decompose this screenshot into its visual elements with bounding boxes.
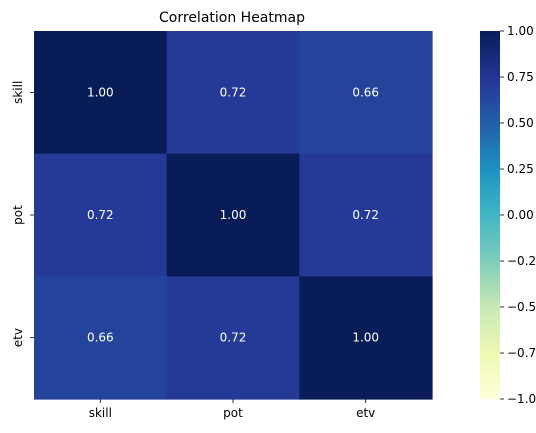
colorbar-axis: 1.00 0.75 0.50 0.25 0.00 −0.25 −0.50 −0.75 −1.00 [500,24,536,406]
colorbar-tick-label: −1.00 [507,392,536,406]
heatmap-cell-skill-skill [34,31,168,155]
cell-label-pot-skill: 0.72 [87,208,114,222]
y-axis: skill pot etv [11,81,34,347]
x-axis: skill pot etv [89,399,375,420]
heatmap-cell-pot-skill [34,153,168,277]
colorbar-tick-label: 1.00 [507,24,534,38]
x-tick-label-pot: pot [223,406,243,420]
heatmap-cell-etv-pot [166,276,300,400]
heatmap-cell-etv-etv [299,276,433,400]
y-tick-label-skill: skill [11,81,25,104]
cell-label-skill-etv: 0.66 [352,85,379,99]
colorbar-tick-label: −0.50 [507,300,536,314]
x-tick-label-skill: skill [89,406,112,420]
cell-label-pot-etv: 0.72 [352,208,379,222]
heatmap-cells: 1.00 0.72 0.66 0.72 1.00 0.72 0.66 0.72 1.00 [34,31,433,400]
colorbar-tick-label: −0.75 [507,346,536,360]
heatmap-cell-etv-skill [34,276,168,400]
chart-title: Correlation Heatmap [159,10,305,26]
y-tick-label-etv: etv [11,328,25,347]
cell-label-skill-pot: 0.72 [220,85,247,99]
heatmap-cell-skill-pot [166,31,300,155]
colorbar-tick-label: 0.50 [507,116,534,130]
cell-label-pot-pot: 1.00 [220,208,247,222]
x-tick-label-etv: etv [356,406,375,420]
cell-label-skill-skill: 1.00 [87,85,114,99]
heatmap-cell-skill-etv [299,31,433,155]
heatmap-cell-pot-etv [299,153,433,277]
colorbar [480,31,500,399]
colorbar-tick-label: 0.75 [507,70,534,84]
heatmap-cell-pot-pot [166,153,300,277]
colorbar-tick-label: 0.00 [507,208,534,222]
colorbar-tick-label: 0.25 [507,162,534,176]
cell-label-etv-pot: 0.72 [220,331,247,345]
cell-label-etv-skill: 0.66 [87,331,114,345]
colorbar-tick-label: −0.25 [507,254,536,268]
y-tick-label-pot: pot [11,205,25,225]
cell-label-etv-etv: 1.00 [352,331,379,345]
